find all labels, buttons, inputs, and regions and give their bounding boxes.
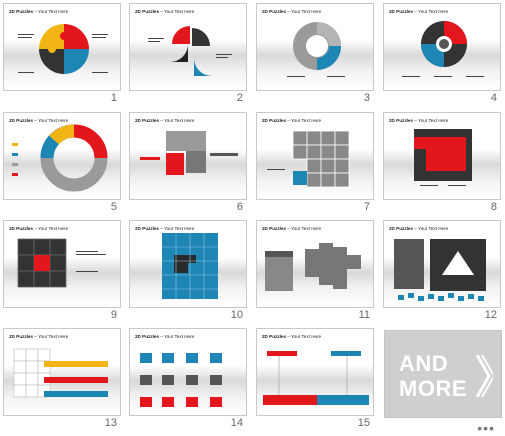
slide-title: 2D Puzzles – Your Text Here xyxy=(389,9,449,14)
slide-number: 11 xyxy=(358,309,370,321)
slide-number: 8 xyxy=(490,201,497,213)
slide-title: 2D Puzzles – Your Text Here xyxy=(9,118,69,123)
puzzle-timeline-graphic xyxy=(263,351,369,405)
slide-canvas: 2D Puzzles – Your Text Here xyxy=(129,220,247,308)
slide-number: 13 xyxy=(104,417,117,429)
slide-title: 2D Puzzles – Your Text Here xyxy=(262,226,322,231)
puzzle-dial-graphic xyxy=(402,21,484,77)
slide-title: 2D Puzzles – Your Text Here xyxy=(135,9,195,14)
slide-thumbnail-12[interactable]: 2D Puzzles – Your Text Here 12 xyxy=(383,220,501,324)
slide-canvas: 2D Puzzles – Your Text Here xyxy=(383,3,501,91)
slide-number: 10 xyxy=(230,309,243,321)
slide-title: 2D Puzzles – Your Text Here xyxy=(262,9,322,14)
slide-number: 1 xyxy=(110,92,117,104)
and-more-text: AND MORE xyxy=(399,351,467,401)
slide-thumbnail-5[interactable]: 2D Puzzles – Your Text Here 5 xyxy=(3,112,121,216)
slide-title: 2D Puzzles – Your Text Here xyxy=(389,226,449,231)
more-ellipsis[interactable]: ••• xyxy=(477,420,495,436)
chevron-right-icon xyxy=(475,354,493,398)
slide-thumbnail-10[interactable]: 2D Puzzles – Your Text Here 10 xyxy=(129,220,247,324)
puzzle-pieces-set-graphic xyxy=(140,353,222,407)
slide-canvas: 2D Puzzles – Your Text Here xyxy=(3,328,121,416)
slide-number: 15 xyxy=(357,417,370,429)
slide-canvas: 2D Puzzles – Your Text Here xyxy=(383,220,501,308)
slide-title: 2D Puzzles – Your Text Here xyxy=(389,118,449,123)
slide-canvas: 2D Puzzles – Your Text Here xyxy=(256,220,374,308)
slide-thumbnail-3[interactable]: 2D Puzzles – Your Text Here 3 xyxy=(256,3,374,107)
slide-thumbnail-7[interactable]: 2D Puzzles – Your Text Here 7 xyxy=(256,112,374,216)
slide-thumbnail-13[interactable]: 2D Puzzles – Your Text Here 13 xyxy=(3,328,121,432)
slide-title: 2D Puzzles – Your Text Here xyxy=(9,334,69,339)
slide-title: 2D Puzzles – Your Text Here xyxy=(135,334,195,339)
slide-canvas: 2D Puzzles – Your Text Here xyxy=(129,3,247,91)
slide-number: 4 xyxy=(490,92,497,104)
puzzle-scatter-graphic xyxy=(394,239,486,301)
slide-thumbnail-14[interactable]: 2D Puzzles – Your Text Here 14 xyxy=(129,328,247,432)
slide-number: 2 xyxy=(236,92,243,104)
slide-canvas: 2D Puzzles – Your Text Here xyxy=(383,112,501,200)
slide-title: 2D Puzzles – Your Text Here xyxy=(262,118,322,123)
slide-number: 9 xyxy=(110,309,117,321)
slide-title: 2D Puzzles – Your Text Here xyxy=(135,118,195,123)
slide-title: 2D Puzzles – Your Text Here xyxy=(135,226,195,231)
slide-number: 3 xyxy=(363,92,370,104)
slide-number: 6 xyxy=(236,201,243,213)
puzzle-blue-grid-graphic xyxy=(162,233,218,299)
slide-title: 2D Puzzles – Your Text Here xyxy=(9,226,69,231)
puzzle-pieces-graphic xyxy=(148,26,232,76)
slide-canvas: 2D Puzzles – Your Text Here xyxy=(129,112,247,200)
slide-thumbnail-6[interactable]: 2D Puzzles – Your Text Here 6 xyxy=(129,112,247,216)
slide-canvas: 2D Puzzles – Your Text Here xyxy=(256,328,374,416)
slide-thumbnail-8[interactable]: 2D Puzzles – Your Text Here 8 xyxy=(383,112,501,216)
slide-number: 14 xyxy=(230,417,243,429)
slide-canvas: 2D Puzzles – Your Text Here xyxy=(3,220,121,308)
slide-thumbnail-2[interactable]: 2D Puzzles – Your Text Here 2 xyxy=(129,3,247,107)
puzzle-square-graphic xyxy=(140,131,238,175)
puzzle-circle-graphic xyxy=(18,24,108,74)
slide-canvas: 2D Puzzles – Your Text Here xyxy=(256,112,374,200)
slide-number: 5 xyxy=(110,201,117,213)
slide-canvas: 2D Puzzles – Your Text Here xyxy=(256,3,374,91)
slide-title: 2D Puzzles – Your Text Here xyxy=(262,334,322,339)
puzzle-cluster-graphic xyxy=(265,243,361,291)
and-more-tile[interactable]: AND MORE xyxy=(384,330,502,418)
slide-thumbnail-11[interactable]: 2D Puzzles – Your Text Here 11 xyxy=(256,220,374,324)
puzzle-grid-graphic xyxy=(267,130,350,188)
puzzle-donut-graphic xyxy=(12,124,108,192)
slide-title: 2D Puzzles – Your Text Here xyxy=(9,9,69,14)
slide-thumbnail-9[interactable]: 2D Puzzles – Your Text Here 9 xyxy=(3,220,121,324)
slide-canvas: 2D Puzzles – Your Text Here xyxy=(3,3,121,91)
slide-thumbnail-4[interactable]: 2D Puzzles – Your Text Here 4 xyxy=(383,3,501,107)
slide-number: 12 xyxy=(484,309,497,321)
puzzle-arrows-graphic xyxy=(13,348,108,398)
slide-canvas: 2D Puzzles – Your Text Here xyxy=(129,328,247,416)
slide-canvas: 2D Puzzles – Your Text Here xyxy=(3,112,121,200)
puzzle-dark-square-graphic xyxy=(17,238,106,288)
slide-number: 7 xyxy=(363,201,370,213)
slide-thumbnail-1[interactable]: 2D Puzzles – Your Text Here 1 xyxy=(3,3,121,107)
slide-thumbnail-15[interactable]: 2D Puzzles – Your Text Here 15 xyxy=(256,328,374,432)
puzzle-red-grid-graphic xyxy=(414,129,472,186)
puzzle-ring-graphic xyxy=(287,22,345,77)
